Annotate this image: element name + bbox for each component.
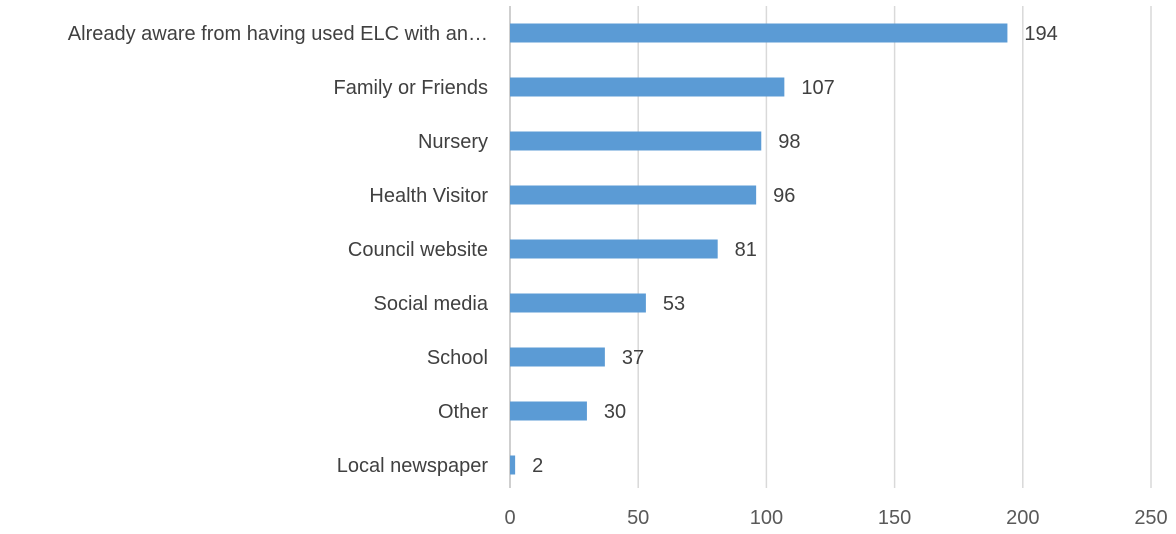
x-tick-label: 150 [878, 507, 911, 529]
category-label: Family or Friends [334, 77, 488, 99]
bar [510, 347, 605, 367]
category-label: Nursery [418, 131, 488, 153]
bar [510, 293, 646, 313]
data-label: 98 [778, 131, 800, 153]
x-tick-label: 50 [627, 507, 649, 529]
bar [510, 401, 587, 421]
bar [510, 185, 757, 205]
data-label: 81 [735, 239, 757, 261]
data-label: 194 [1024, 23, 1057, 45]
bar [510, 455, 516, 475]
x-tick-label: 200 [1006, 507, 1039, 529]
category-label: Social media [373, 293, 488, 315]
bar [510, 239, 718, 259]
x-tick-label: 0 [504, 507, 515, 529]
bar [510, 77, 785, 97]
bar [510, 131, 762, 151]
category-label: Local newspaper [337, 455, 489, 477]
bar [510, 23, 1008, 43]
bars [510, 23, 1008, 475]
x-axis-ticks: 0 50 100 150 200 250 [504, 507, 1167, 529]
category-label: Already aware from having used ELC with … [68, 23, 488, 45]
category-label: Council website [348, 239, 488, 261]
data-labels: 194 107 98 96 81 53 37 30 2 [532, 23, 1058, 477]
data-label: 53 [663, 293, 685, 315]
data-label: 30 [604, 401, 626, 423]
category-label: School [427, 347, 488, 369]
category-label: Health Visitor [369, 185, 488, 207]
data-label: 96 [773, 185, 795, 207]
x-tick-label: 250 [1134, 507, 1167, 529]
data-label: 37 [622, 347, 644, 369]
data-label: 107 [801, 77, 834, 99]
category-labels: Already aware from having used ELC with … [68, 23, 489, 477]
data-label: 2 [532, 455, 543, 477]
category-label: Other [438, 401, 488, 423]
x-tick-label: 100 [750, 507, 783, 529]
